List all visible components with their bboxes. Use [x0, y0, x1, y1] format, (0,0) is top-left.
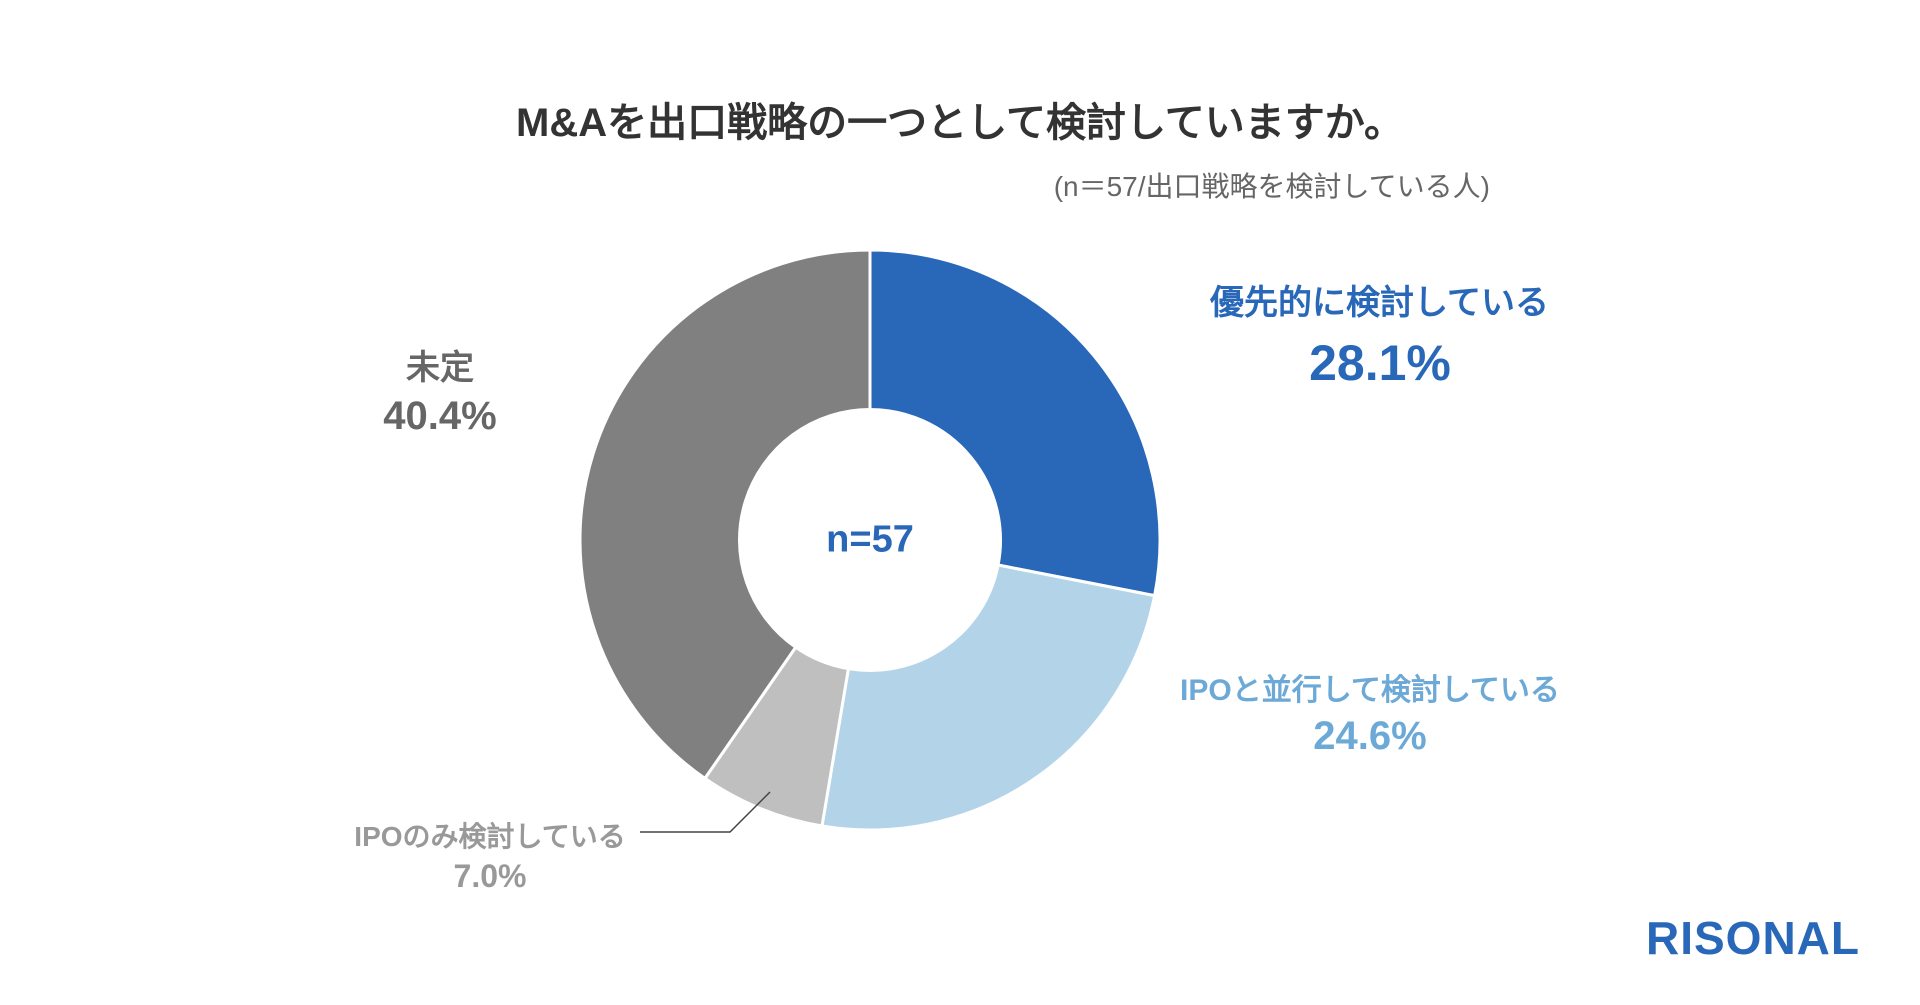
brand-logo: RISONAL	[1646, 911, 1860, 965]
slice-label-ipo-only: IPOのみ検討している 7.0%	[310, 815, 670, 895]
slice-label-ipo-parallel: IPOと並行して検討している 24.6%	[1160, 665, 1580, 759]
slice-label-value: 28.1%	[1170, 334, 1590, 392]
slice-label-text: 未定	[340, 340, 540, 389]
slice-label-value: 24.6%	[1160, 714, 1580, 759]
donut-slice	[822, 565, 1155, 830]
chart-title: M&Aを出口戦略の一つとして検討していますか。	[516, 90, 1404, 148]
chart-center-label: n=57	[826, 519, 914, 562]
donut-chart-container: n=57	[560, 230, 1180, 850]
slice-label-text: 優先的に検討している	[1210, 275, 1590, 324]
slice-label-undecided: 未定 40.4%	[340, 340, 540, 439]
slice-label-priority: 優先的に検討している 28.1%	[1210, 275, 1590, 392]
slice-label-text: IPOのみ検討している	[310, 815, 670, 855]
slice-label-value: 40.4%	[340, 394, 540, 439]
chart-subtitle: (n＝57/出口戦略を検討している人)	[1054, 165, 1490, 205]
slice-label-text: IPOと並行して検討している	[1160, 665, 1580, 709]
slice-label-value: 7.0%	[310, 858, 670, 895]
